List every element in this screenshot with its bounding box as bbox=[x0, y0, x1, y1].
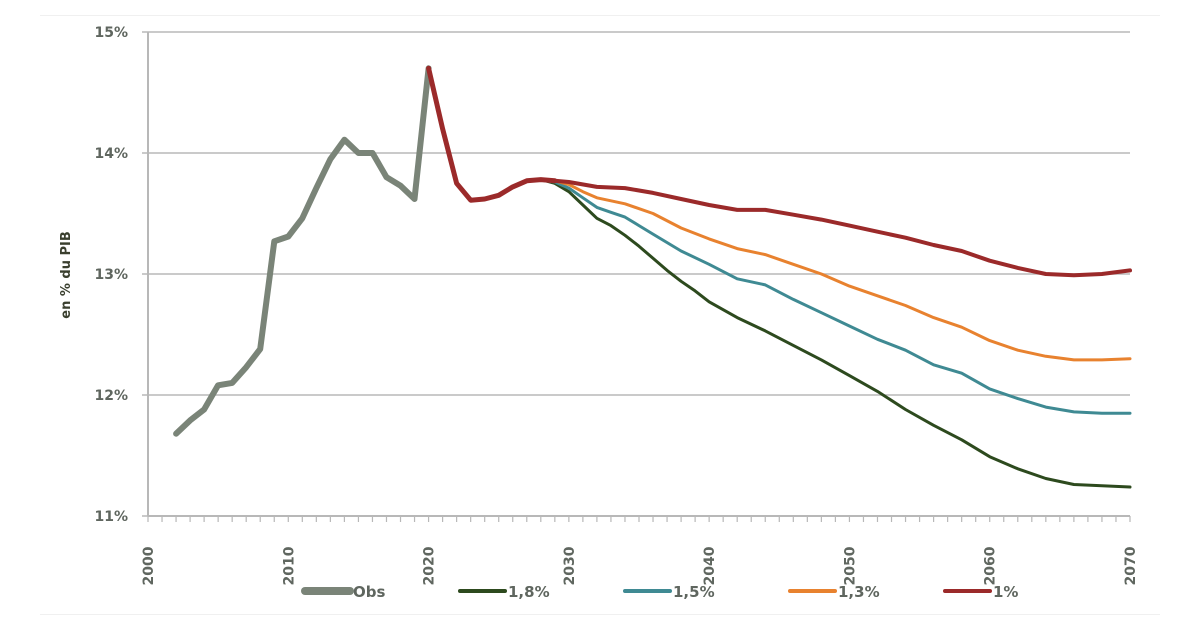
y-axis-label: en % du PIB bbox=[59, 231, 74, 319]
series-line-1- bbox=[426, 66, 1132, 278]
x-tick-label: 2020 bbox=[422, 546, 438, 585]
x-tick-label: 2070 bbox=[1123, 546, 1139, 585]
legend-label: 1,8% bbox=[508, 583, 550, 601]
y-tick-label: 12% bbox=[94, 388, 128, 404]
legend-label: 1,3% bbox=[838, 583, 880, 601]
gridlines bbox=[142, 31, 1130, 517]
legend-label: 1% bbox=[993, 583, 1018, 601]
x-tick-label: 2060 bbox=[983, 546, 999, 585]
legend: Obs 1,8% 1,5% 1,3% 1% bbox=[301, 583, 1018, 601]
y-tick-label: 13% bbox=[94, 267, 128, 283]
y-tick-label: 15% bbox=[94, 25, 128, 41]
y-axis: 11% 12% 13% 14% 15% bbox=[94, 25, 149, 525]
y-tick-label: 11% bbox=[94, 509, 128, 525]
x-tick-label: 2010 bbox=[281, 546, 297, 585]
x-tick-label: 2030 bbox=[562, 546, 578, 585]
series-line-obs bbox=[173, 65, 432, 437]
x-tick-label: 2000 bbox=[141, 546, 157, 585]
series-line-1-8- bbox=[427, 66, 1132, 489]
x-tick-label: 2040 bbox=[702, 546, 718, 585]
legend-label: 1,5% bbox=[673, 583, 715, 601]
legend-label: Obs bbox=[353, 583, 385, 601]
series-line-1-5- bbox=[427, 66, 1132, 415]
series-lines bbox=[173, 65, 1132, 489]
series-line-1pct-early bbox=[426, 65, 558, 203]
x-axis: 2000 2010 2020 2030 2040 2050 2060 2070 bbox=[141, 515, 1139, 585]
y-tick-label: 14% bbox=[94, 146, 128, 162]
chart-frame bbox=[40, 15, 1160, 615]
x-tick-label: 2050 bbox=[842, 546, 858, 585]
